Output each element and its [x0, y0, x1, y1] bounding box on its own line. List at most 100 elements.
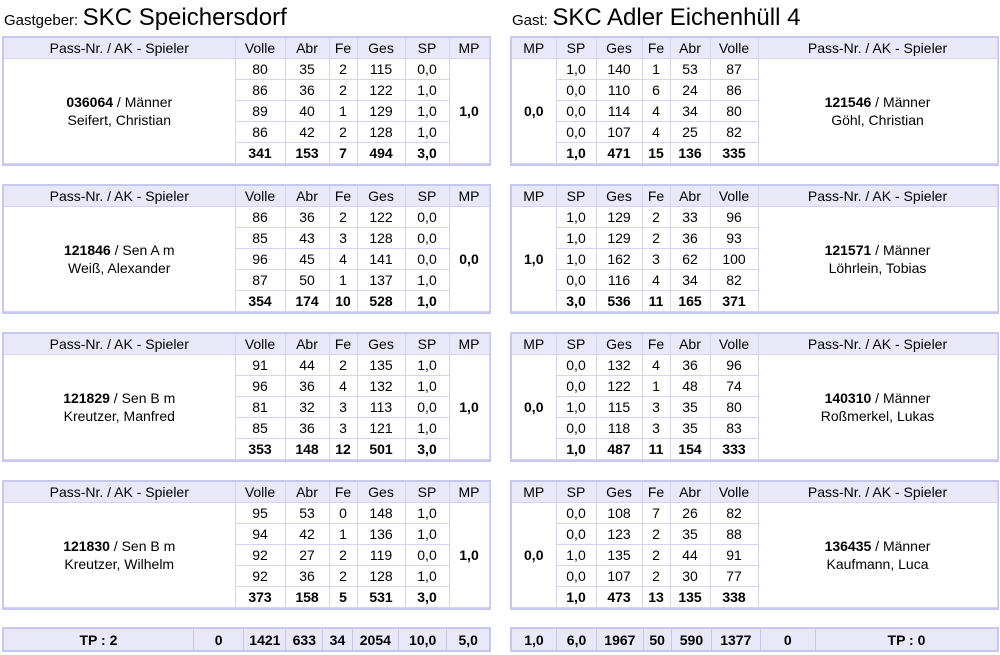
guest-totals-bar: 1,0 6,0 1967 50 590 1377 0 TP : 0	[510, 627, 999, 652]
player-name: Seifert, Christian	[67, 112, 171, 128]
lane-abr: 35	[670, 417, 711, 439]
lane-abr: 35	[285, 58, 330, 80]
lane-fe: 1	[642, 58, 671, 80]
lane-fe: 2	[642, 523, 671, 545]
header-player: Pass-Nr. / AK - Spieler	[758, 482, 998, 503]
player-cell: 136435 / Männer Kaufmann, Luca	[758, 502, 998, 608]
lane-abr: 34	[670, 269, 711, 291]
lane-volle: 93	[710, 227, 759, 249]
sum-fe: 13	[642, 586, 671, 608]
sum-ges: 471	[596, 142, 643, 164]
sum-abr: 136	[670, 142, 711, 164]
lane-volle: 96	[235, 248, 286, 270]
home-match-2: Pass-Nr. / AK - Spieler Volle Abr Fe Ges SP MP…	[2, 184, 491, 314]
lane-ges: 132	[357, 375, 406, 397]
guest-match-4: MP SP Ges Fe Abr Volle Pass-Nr. / AK - Spieler…	[510, 480, 999, 610]
lane-sp: 0,0	[556, 417, 597, 439]
sum-volle: 373	[235, 586, 286, 608]
sum-sp: 1,0	[556, 586, 597, 608]
lane-volle: 86	[235, 121, 286, 143]
home-total-mp: 5,0	[458, 631, 478, 648]
lane-abr: 36	[670, 354, 711, 376]
lane-abr: 42	[285, 523, 330, 545]
lane-ges: 141	[357, 248, 406, 270]
lane-abr: 36	[285, 206, 330, 228]
header-ges: Ges	[596, 186, 643, 207]
lane-volle: 74	[710, 375, 759, 397]
lane-ges: 122	[357, 79, 406, 101]
lane-volle: 88	[710, 523, 759, 545]
home-total-fe: 34	[322, 629, 353, 650]
lane-volle: 86	[235, 206, 286, 228]
lane-fe: 2	[329, 544, 358, 566]
lane-sp: 0,0	[556, 502, 597, 524]
sum-abr: 135	[670, 586, 711, 608]
lane-ges: 107	[596, 565, 643, 587]
lane-abr: 50	[285, 269, 330, 291]
lane-sp: 0,0	[405, 544, 450, 566]
player-pass-number: 121571	[824, 242, 872, 258]
lane-abr: 34	[670, 100, 711, 122]
sum-abr: 153	[285, 142, 330, 164]
header-volle: Volle	[710, 482, 759, 503]
sum-sp: 1,0	[556, 142, 597, 164]
lane-abr: 36	[285, 79, 330, 101]
header-sp: SP	[556, 482, 597, 503]
sum-ges: 487	[596, 438, 643, 460]
lane-ges: 128	[357, 565, 406, 587]
header-abr: Abr	[285, 186, 330, 207]
lane-abr: 40	[285, 100, 330, 122]
header-ges: Ges	[596, 482, 643, 503]
lane-volle: 95	[235, 502, 286, 524]
player-pass-number: 121846	[63, 242, 111, 258]
header-fe: Fe	[642, 186, 671, 207]
header-abr: Abr	[285, 482, 330, 503]
lane-volle: 82	[710, 121, 759, 143]
sum-abr: 158	[285, 586, 330, 608]
lane-abr: 36	[285, 375, 330, 397]
lane-abr: 44	[285, 354, 330, 376]
lane-abr: 36	[670, 227, 711, 249]
header-player: Pass-Nr. / AK - Spieler	[4, 482, 236, 503]
header-player: Pass-Nr. / AK - Spieler	[758, 186, 998, 207]
lane-abr: 36	[285, 417, 330, 439]
sum-volle: 371	[710, 290, 759, 312]
sum-ges: 531	[357, 586, 406, 608]
player-cell: 121829 / Sen B m Kreutzer, Manfred	[4, 354, 236, 460]
lane-fe: 3	[329, 227, 358, 249]
lane-fe: 4	[329, 248, 358, 270]
header-mp: MP	[512, 38, 557, 59]
lane-volle: 80	[710, 100, 759, 122]
sum-sp: 1,0	[556, 438, 597, 460]
player-pass-number: 121546	[824, 94, 872, 110]
guest-total-extra: 0	[760, 629, 816, 650]
sum-fe: 7	[329, 142, 358, 164]
header-fe: Fe	[642, 334, 671, 355]
lane-sp: 1,0	[405, 269, 450, 291]
home-totals-bar: TP : 2 0 1421 633 34 2054 10,0 5,0	[2, 627, 491, 652]
player-age-class: / Sen B m	[109, 538, 176, 554]
lane-sp: 0,0	[556, 79, 597, 101]
lane-volle: 85	[235, 417, 286, 439]
player-age-class: / Männer	[871, 242, 931, 258]
lane-abr: 53	[670, 58, 711, 80]
header-fe: Fe	[329, 334, 358, 355]
header-sp: SP	[405, 38, 450, 59]
lane-fe: 4	[642, 121, 671, 143]
lane-volle: 96	[235, 375, 286, 397]
header-sp: SP	[556, 186, 597, 207]
lane-volle: 96	[710, 354, 759, 376]
lane-abr: 48	[670, 375, 711, 397]
lane-abr: 33	[670, 206, 711, 228]
lane-abr: 35	[670, 523, 711, 545]
lane-fe: 1	[329, 269, 358, 291]
header-mp: MP	[449, 334, 490, 355]
lane-sp: 1,0	[405, 565, 450, 587]
lane-sp: 1,0	[405, 523, 450, 545]
header-mp: MP	[512, 186, 557, 207]
header-player: Pass-Nr. / AK - Spieler	[758, 38, 998, 59]
lane-ges: 123	[596, 523, 643, 545]
lane-fe: 2	[642, 565, 671, 587]
match-points: 1,0	[449, 354, 490, 460]
player-cell: 121846 / Sen A m Weiß, Alexander	[4, 206, 236, 312]
